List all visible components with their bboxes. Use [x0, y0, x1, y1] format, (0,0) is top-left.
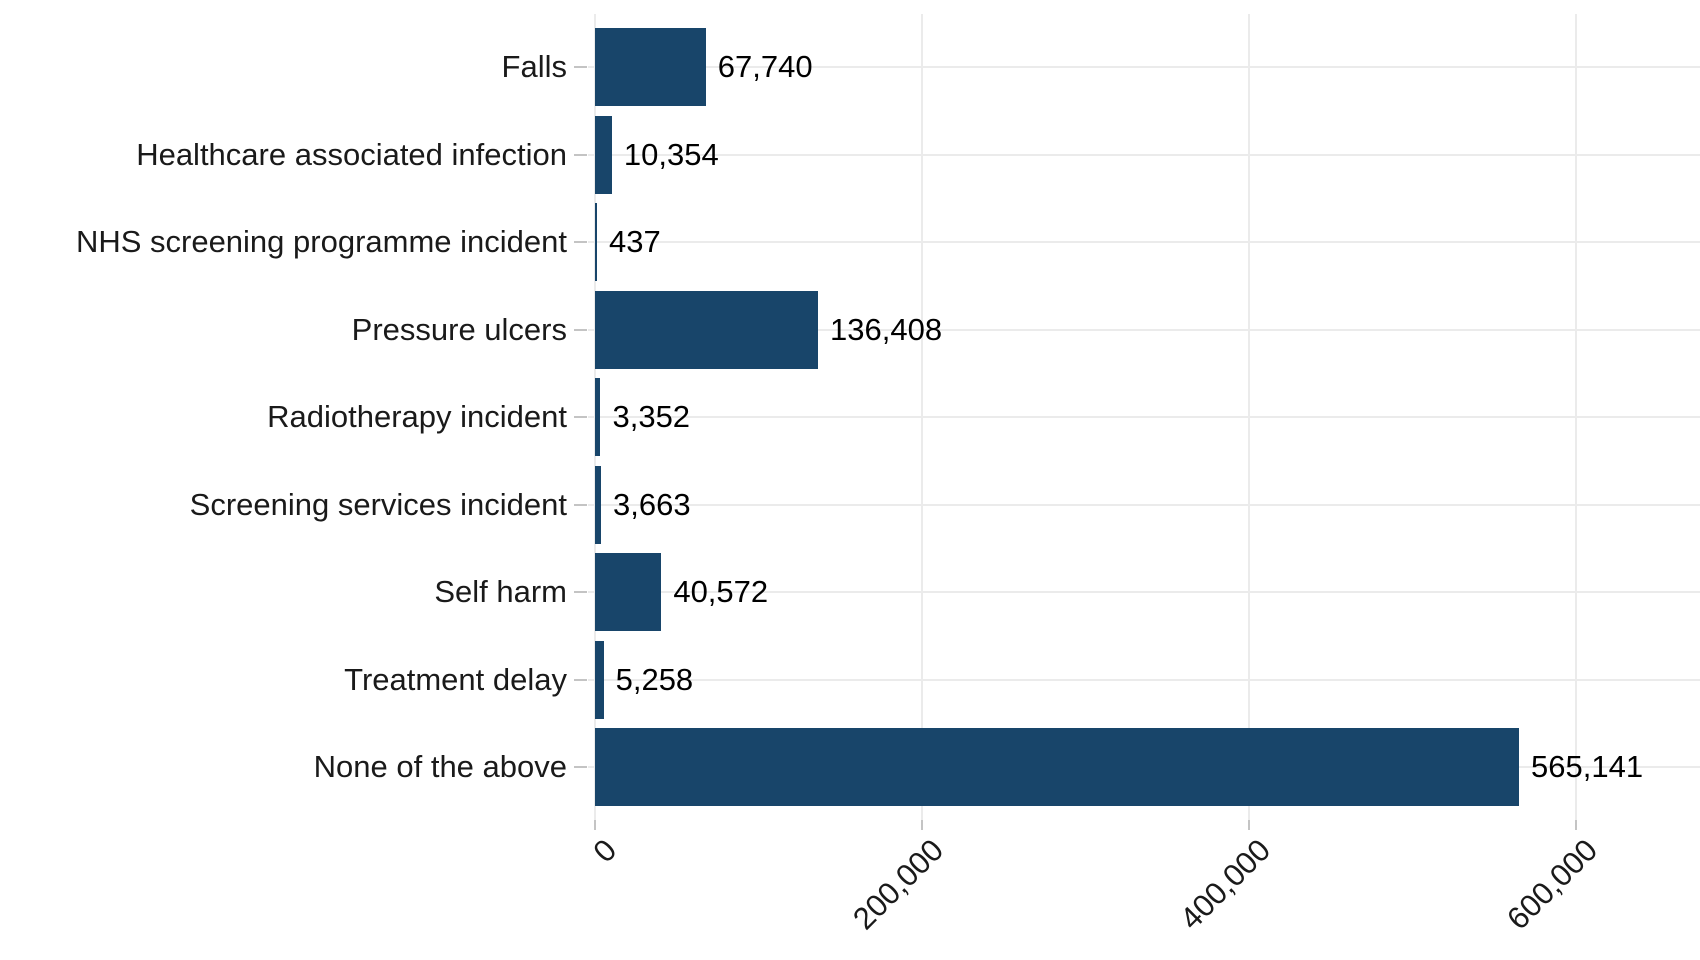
bar [595, 465, 601, 544]
value-label: 3,352 [612, 399, 691, 434]
category-label: Healthcare associated infection [136, 136, 567, 172]
x-axis-tick-label: 200,000 [846, 832, 951, 937]
x-axis-tick-label: 400,000 [1173, 832, 1278, 937]
bar [595, 290, 819, 369]
y-axis-tick [574, 678, 587, 681]
y-gridline [588, 503, 1700, 506]
bar [595, 728, 1519, 806]
y-axis-tick [574, 153, 587, 156]
value-label: 5,258 [615, 661, 694, 697]
category-label: Radiotherapy incident [267, 399, 567, 434]
value-label: 3,663 [612, 486, 691, 522]
y-axis-tick [574, 591, 587, 593]
category-label: Self harm [434, 574, 567, 609]
bar [595, 553, 662, 631]
x-axis-tick [921, 820, 923, 830]
y-gridline [588, 591, 1700, 593]
y-gridline [588, 241, 1700, 243]
y-axis-tick [574, 66, 587, 68]
value-label: 10,354 [623, 136, 719, 172]
y-axis-tick [574, 241, 587, 243]
y-gridline [588, 153, 1700, 156]
x-axis-tick [1248, 820, 1250, 830]
value-label: 565,141 [1531, 749, 1644, 784]
y-gridline [588, 66, 1700, 68]
bar [595, 28, 706, 106]
bar [595, 378, 601, 456]
bar [595, 203, 597, 281]
bar [595, 115, 612, 194]
category-label: Pressure ulcers [351, 311, 567, 347]
x-axis-tick [594, 820, 596, 830]
y-axis-tick [574, 503, 587, 506]
x-axis-tick [1575, 820, 1577, 830]
value-label: 437 [609, 224, 661, 259]
x-axis-tick-label: 0 [586, 832, 624, 870]
category-label: None of the above [313, 749, 567, 784]
value-label: 40,572 [673, 574, 769, 609]
y-gridline [588, 416, 1700, 418]
value-label: 67,740 [717, 49, 813, 84]
y-axis-tick [574, 766, 587, 768]
value-label: 136,408 [830, 311, 943, 347]
y-axis-tick [574, 328, 587, 331]
y-gridline [588, 678, 1700, 681]
category-label: NHS screening programme incident [75, 224, 567, 259]
y-gridline [588, 328, 1700, 331]
category-label: Treatment delay [344, 661, 567, 697]
category-label: Falls [501, 49, 567, 84]
bar [595, 640, 604, 719]
y-axis-tick [574, 416, 587, 418]
category-label: Screening services incident [189, 486, 567, 522]
x-axis-tick-label: 600,000 [1500, 832, 1605, 937]
